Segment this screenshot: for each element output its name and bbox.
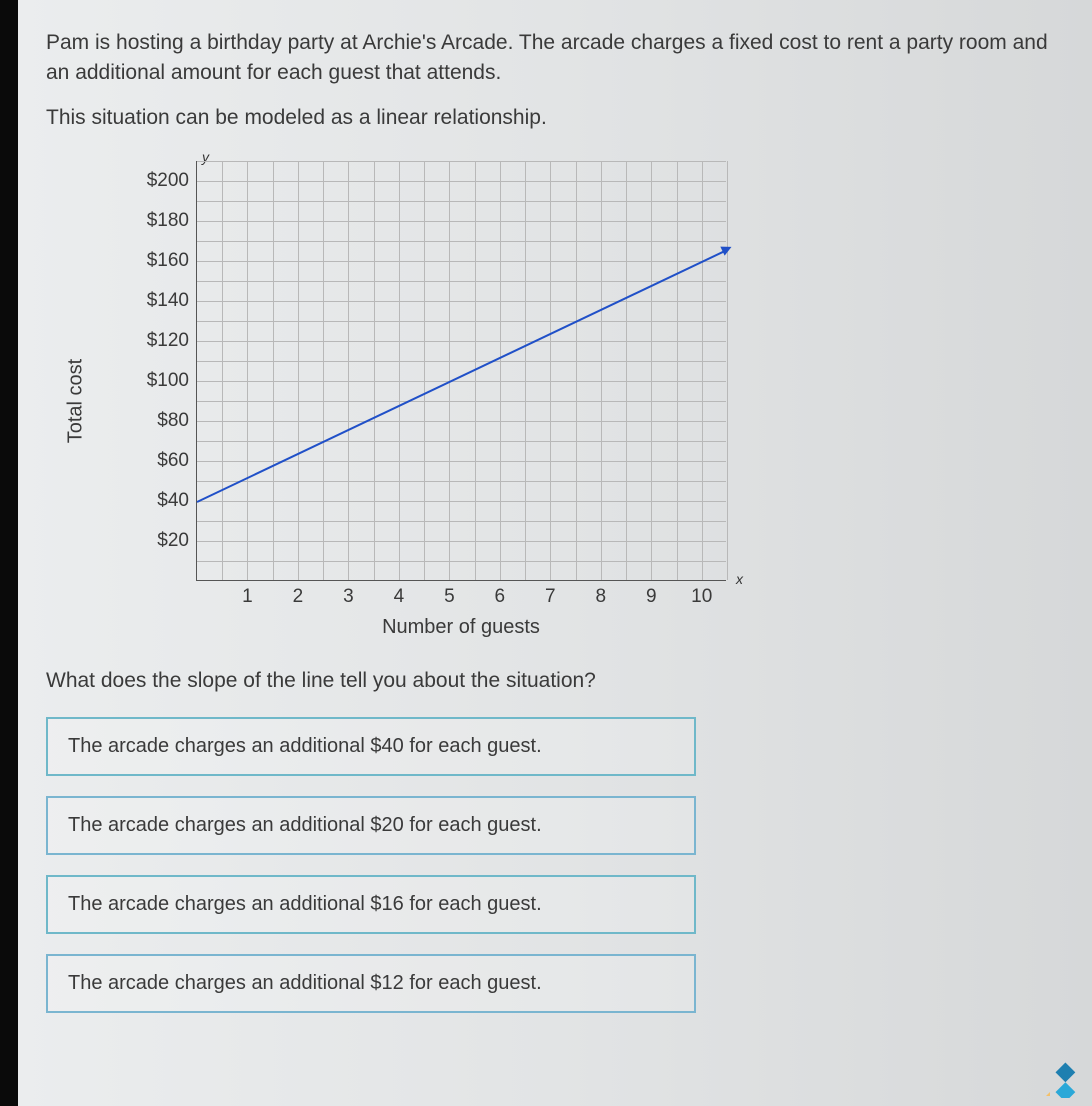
gridline-v <box>651 161 652 580</box>
gridline-v <box>525 161 526 580</box>
gridline-h <box>197 501 726 502</box>
y-tick-label: $160 <box>147 250 197 272</box>
problem-paragraph-1: Pam is hosting a birthday party at Archi… <box>46 28 1064 89</box>
cost-chart: Total cost y $20$40$60$80$100$120$140$16… <box>86 151 786 651</box>
x-tick-label: 2 <box>293 580 304 608</box>
page-edge <box>0 0 18 1106</box>
y-tick-label: $180 <box>147 210 197 232</box>
answer-choice-4[interactable]: The arcade charges an additional $12 for… <box>46 954 696 1013</box>
gridline-v <box>727 161 728 580</box>
gridline-v <box>550 161 551 580</box>
gridline-v <box>626 161 627 580</box>
gridline-h <box>197 241 726 242</box>
gridline-v <box>424 161 425 580</box>
gridline-v <box>449 161 450 580</box>
answer-choice-2[interactable]: The arcade charges an additional $20 for… <box>46 796 696 855</box>
gridline-v <box>576 161 577 580</box>
gridline-v <box>298 161 299 580</box>
gridline-v <box>500 161 501 580</box>
gridline-v <box>601 161 602 580</box>
answer-choices: The arcade charges an additional $40 for… <box>46 717 1064 1013</box>
gridline-h <box>197 161 726 162</box>
gridline-v <box>348 161 349 580</box>
x-tick-label: 9 <box>646 580 657 608</box>
cost-line <box>197 249 728 503</box>
gridline-h <box>197 261 726 262</box>
x-tick-label: 10 <box>691 580 712 608</box>
gridline-h <box>197 361 726 362</box>
y-tick-label: $80 <box>157 410 197 432</box>
y-tick-label: $200 <box>147 170 197 192</box>
problem-paragraph-2: This situation can be modeled as a linea… <box>46 103 1064 133</box>
answer-choice-1[interactable]: The arcade charges an additional $40 for… <box>46 717 696 776</box>
gridline-h <box>197 541 726 542</box>
gridline-h <box>197 341 726 342</box>
gridline-h <box>197 441 726 442</box>
gridline-v <box>247 161 248 580</box>
x-tick-label: 3 <box>343 580 354 608</box>
gridline-v <box>677 161 678 580</box>
plot-area: $20$40$60$80$100$120$140$160$180$2001234… <box>196 161 726 581</box>
gridline-h <box>197 521 726 522</box>
gridline-h <box>197 281 726 282</box>
gridline-h <box>197 481 726 482</box>
y-tick-label: $40 <box>157 490 197 512</box>
x-axis-symbol: x <box>736 571 743 587</box>
x-axis-label: Number of guests <box>196 616 726 639</box>
problem-statement: Pam is hosting a birthday party at Archi… <box>46 28 1064 133</box>
gridline-h <box>197 561 726 562</box>
x-tick-label: 1 <box>242 580 253 608</box>
gridline-v <box>702 161 703 580</box>
gridline-h <box>197 421 726 422</box>
answer-choice-3[interactable]: The arcade charges an additional $16 for… <box>46 875 696 934</box>
y-tick-label: $60 <box>157 450 197 472</box>
slope-question: What does the slope of the line tell you… <box>46 669 1064 693</box>
y-axis-label: Total cost <box>65 359 88 443</box>
pencil-icon[interactable] <box>1044 1058 1084 1098</box>
gridline-h <box>197 181 726 182</box>
gridline-v <box>222 161 223 580</box>
x-tick-label: 5 <box>444 580 455 608</box>
x-tick-label: 7 <box>545 580 556 608</box>
gridline-v <box>323 161 324 580</box>
gridline-h <box>197 381 726 382</box>
worksheet-page: Pam is hosting a birthday party at Archi… <box>18 0 1092 1106</box>
gridline-h <box>197 301 726 302</box>
x-tick-label: 8 <box>596 580 607 608</box>
y-tick-label: $20 <box>157 530 197 552</box>
y-tick-label: $100 <box>147 370 197 392</box>
gridline-v <box>273 161 274 580</box>
line-arrowhead <box>720 243 733 256</box>
gridline-h <box>197 321 726 322</box>
gridline-h <box>197 401 726 402</box>
gridline-v <box>399 161 400 580</box>
gridline-h <box>197 201 726 202</box>
gridline-v <box>374 161 375 580</box>
x-tick-label: 4 <box>394 580 405 608</box>
y-tick-label: $120 <box>147 330 197 352</box>
gridline-h <box>197 221 726 222</box>
y-tick-label: $140 <box>147 290 197 312</box>
x-tick-label: 6 <box>495 580 506 608</box>
